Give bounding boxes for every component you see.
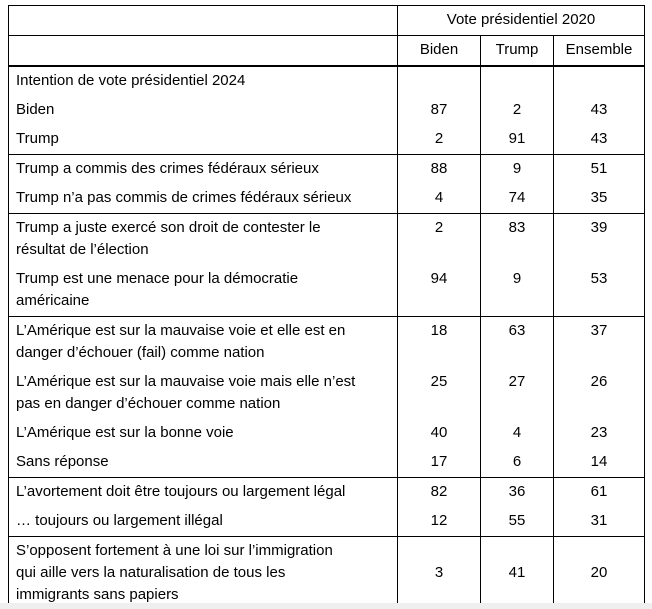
trump-value: 83: [480, 213, 554, 265]
biden-value: [397, 65, 481, 96]
row-label: Intention de vote présidentiel 2024: [8, 65, 398, 96]
biden-value: 87: [397, 96, 481, 125]
survey-table: Vote présidentiel 2020 Biden Trump Ensem…: [8, 5, 646, 609]
biden-value: 12: [397, 507, 481, 537]
trump-value: 41: [480, 536, 554, 609]
ensemble-value: 23: [552, 419, 646, 448]
trump-value: 9: [480, 265, 554, 317]
biden-value: 3: [397, 536, 481, 609]
ensemble-value: 26: [552, 368, 646, 419]
row-label: Biden: [8, 96, 398, 125]
table-row: S’opposent fortement à une loi sur l’imm…: [8, 536, 646, 609]
biden-value: 2: [397, 125, 481, 155]
table-row: L’Amérique est sur la bonne voie 40 4 23: [8, 419, 646, 448]
biden-value: 4: [397, 184, 481, 214]
trump-value: 36: [480, 477, 554, 507]
ensemble-value: 43: [552, 125, 646, 155]
table-header-group: Vote présidentiel 2020: [8, 5, 646, 36]
row-label: Trump a juste exercé son droit de contes…: [8, 213, 398, 265]
ensemble-value: 37: [552, 316, 646, 368]
biden-value: 18: [397, 316, 481, 368]
trump-value: 4: [480, 419, 554, 448]
ensemble-value: 53: [552, 265, 646, 317]
trump-value: [480, 65, 554, 96]
table-header-columns: Biden Trump Ensemble: [8, 35, 646, 67]
table-row: Trump est une menace pour la démocratie …: [8, 265, 646, 317]
trump-value: 27: [480, 368, 554, 419]
ensemble-value: 35: [552, 184, 646, 214]
row-label: Trump: [8, 125, 398, 155]
table-row: Biden 87 2 43: [8, 96, 646, 125]
table-row: L’Amérique est sur la mauvaise voie mais…: [8, 368, 646, 419]
trump-value: 63: [480, 316, 554, 368]
row-label: S’opposent fortement à une loi sur l’imm…: [8, 536, 398, 609]
table-row: Trump 2 91 43: [8, 125, 646, 155]
ensemble-value: 43: [552, 96, 646, 125]
row-label: Trump est une menace pour la démocratie …: [8, 265, 398, 317]
trump-value: 9: [480, 154, 554, 184]
table-row: Sans réponse 17 6 14: [8, 448, 646, 478]
ensemble-value: 31: [552, 507, 646, 537]
biden-value: 88: [397, 154, 481, 184]
biden-value: 40: [397, 419, 481, 448]
table-row: Trump a juste exercé son droit de contes…: [8, 213, 646, 265]
row-label: … toujours ou largement illégal: [8, 507, 398, 537]
screenshot-bottom-edge: [0, 603, 652, 609]
column-header-ensemble: Ensemble: [552, 35, 646, 67]
trump-value: 55: [480, 507, 554, 537]
ensemble-value: 14: [552, 448, 646, 478]
row-label: L’Amérique est sur la mauvaise voie et e…: [8, 316, 398, 368]
row-label: Trump a commis des crimes fédéraux série…: [8, 154, 398, 184]
trump-value: 74: [480, 184, 554, 214]
table-row: L’Amérique est sur la mauvaise voie et e…: [8, 316, 646, 368]
ensemble-value: [552, 65, 646, 96]
biden-value: 82: [397, 477, 481, 507]
ensemble-value: 51: [552, 154, 646, 184]
table-row: L’avortement doit être toujours ou large…: [8, 477, 646, 507]
corner-cell: [8, 35, 398, 67]
ensemble-value: 20: [552, 536, 646, 609]
row-label: Sans réponse: [8, 448, 398, 478]
trump-value: 2: [480, 96, 554, 125]
ensemble-value: 61: [552, 477, 646, 507]
column-header-biden: Biden: [397, 35, 481, 67]
row-label: Trump n’a pas commis de crimes fédéraux …: [8, 184, 398, 214]
biden-value: 94: [397, 265, 481, 317]
table-row: Trump a commis des crimes fédéraux série…: [8, 154, 646, 184]
ensemble-value: 39: [552, 213, 646, 265]
row-label: L’avortement doit être toujours ou large…: [8, 477, 398, 507]
trump-value: 6: [480, 448, 554, 478]
biden-value: 17: [397, 448, 481, 478]
biden-value: 2: [397, 213, 481, 265]
biden-value: 25: [397, 368, 481, 419]
row-label: L’Amérique est sur la bonne voie: [8, 419, 398, 448]
table-row: … toujours ou largement illégal 12 55 31: [8, 507, 646, 537]
row-label: L’Amérique est sur la mauvaise voie mais…: [8, 368, 398, 419]
table-row: Trump n’a pas commis de crimes fédéraux …: [8, 184, 646, 214]
table-row: Intention de vote présidentiel 2024: [8, 65, 646, 96]
corner-cell: [8, 5, 398, 36]
column-header-trump: Trump: [480, 35, 554, 67]
header-group-title: Vote présidentiel 2020: [396, 5, 646, 36]
trump-value: 91: [480, 125, 554, 155]
